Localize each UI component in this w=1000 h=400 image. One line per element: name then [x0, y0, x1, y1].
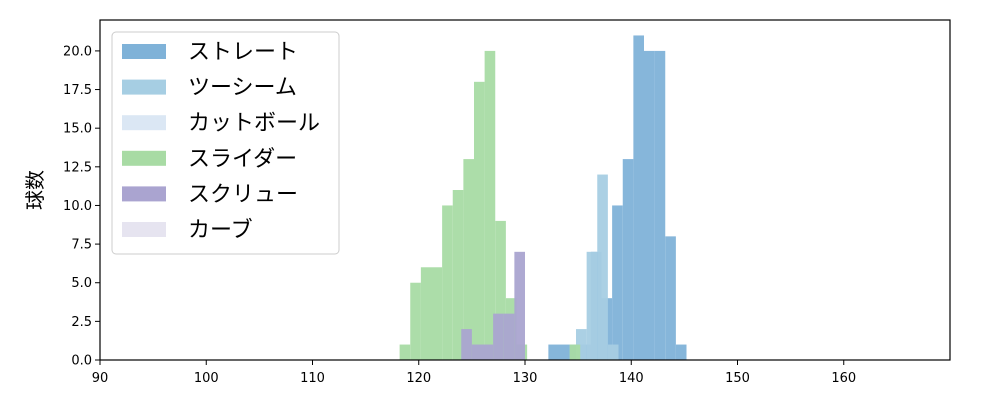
y-tick-label: 17.5 — [63, 83, 92, 98]
histogram-bar — [622, 159, 634, 360]
histogram-bar — [482, 344, 494, 360]
x-tick-label: 140 — [619, 371, 644, 386]
y-tick-label: 20.0 — [63, 44, 92, 59]
x-tick-label: 150 — [725, 371, 750, 386]
x-tick-label: 120 — [406, 371, 431, 386]
legend-label: ストレート — [188, 40, 298, 65]
histogram-bar — [399, 344, 411, 360]
histogram-bar — [484, 50, 496, 361]
series-1 — [576, 174, 619, 360]
histogram-bar — [597, 174, 608, 360]
y-tick-label: 10.0 — [63, 199, 92, 214]
histogram-bar — [576, 329, 587, 360]
histogram-bar — [410, 282, 421, 360]
histogram-bar — [569, 344, 581, 360]
y-tick-label: 5.0 — [71, 276, 92, 291]
legend-swatch — [122, 44, 166, 59]
histogram-bar — [607, 344, 619, 360]
histogram-bar — [514, 251, 525, 360]
legend-swatch — [122, 222, 166, 237]
histogram-bar — [503, 313, 515, 360]
histogram-bar — [665, 236, 676, 360]
histogram-bar — [420, 267, 432, 360]
legend-label: ツーシーム — [188, 76, 297, 101]
histogram-bar — [495, 220, 506, 360]
legend-label: スライダー — [188, 147, 297, 172]
x-tick-label: 160 — [831, 371, 856, 386]
bars-layer — [399, 35, 687, 361]
y-tick-label: 7.5 — [71, 238, 92, 253]
legend-label: カットボール — [188, 111, 320, 136]
x-tick-label: 130 — [513, 371, 538, 386]
legend-label: カーブ — [188, 218, 253, 243]
legend-swatch — [122, 115, 166, 131]
series-0 — [548, 35, 687, 361]
histogram-bar — [559, 344, 570, 360]
legend-frame — [111, 31, 340, 255]
histogram-bar — [586, 251, 598, 360]
y-tick-label: 0.0 — [71, 354, 92, 369]
y-axis-title: 球数 — [23, 170, 47, 210]
histogram-bar — [442, 205, 453, 360]
histogram-bar — [493, 313, 504, 360]
legend-swatch — [122, 79, 166, 95]
legend-label: スクリュー — [188, 182, 298, 207]
histogram-bar — [461, 329, 472, 360]
histogram-bar — [548, 344, 559, 360]
histogram-bar — [452, 190, 464, 360]
y-tick-label: 12.5 — [63, 160, 92, 175]
histogram-bar — [633, 35, 644, 361]
x-axis: 90 100 110 120 130 140 150 160 — [92, 360, 856, 386]
x-tick-label: 90 — [92, 371, 109, 386]
histogram-bar — [431, 267, 443, 360]
histogram-bar — [612, 205, 623, 360]
x-tick-label: 110 — [300, 371, 325, 386]
histogram-bar — [675, 344, 687, 360]
series-4 — [461, 251, 525, 360]
y-tick-label: 15.0 — [63, 122, 92, 137]
legend-swatch — [122, 186, 166, 202]
histogram-bar — [474, 81, 485, 361]
histogram-bar — [644, 50, 655, 361]
series-3 — [399, 50, 581, 361]
histogram-bar — [463, 159, 474, 360]
legend-swatch — [122, 150, 166, 166]
y-axis: 0.0 2.5 5.0 7.5 10.0 12.5 15.0 17.5 20.0 — [63, 44, 100, 369]
histogram-bar — [471, 344, 483, 360]
histogram-bar — [654, 50, 666, 361]
y-tick-label: 2.5 — [71, 315, 92, 330]
x-tick-label: 100 — [194, 371, 219, 386]
